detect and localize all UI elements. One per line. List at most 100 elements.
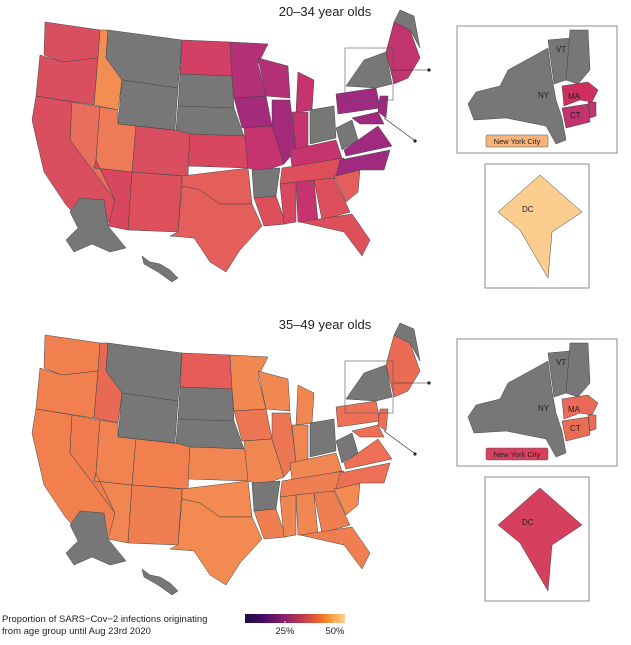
- dc-pointer-dot: [413, 452, 417, 456]
- nyc-label: New York City: [494, 450, 541, 459]
- dc-pointer: [383, 117, 415, 141]
- state-washington: [43, 21, 101, 63]
- panel-title: 20–34 year olds: [279, 4, 372, 19]
- state-virginia: [343, 125, 393, 157]
- state-north-carolina: [335, 462, 391, 490]
- state-georgia: [313, 490, 351, 534]
- inset-dc: [497, 174, 583, 279]
- state-maryland: [351, 424, 385, 438]
- northeast-inset: NY VT MA CT New York City: [456, 338, 618, 467]
- legend-tick-label: 25%: [275, 626, 295, 637]
- state-wyoming: [117, 79, 179, 131]
- state-florida: [299, 526, 371, 570]
- inset-label-ma: MA: [568, 405, 581, 414]
- state-kansas: [187, 133, 249, 169]
- northeast-zoom-box: [344, 47, 394, 101]
- us-map: [31, 9, 421, 283]
- dc-pointer: [383, 430, 415, 454]
- northeast-zoom-box: [344, 360, 394, 414]
- northeast-pointer-dot: [427, 68, 431, 72]
- state-ohio: [309, 418, 337, 458]
- state-alabama: [295, 492, 319, 536]
- state-new-york: [345, 364, 393, 402]
- state-mississippi: [279, 494, 297, 538]
- inset-label-vt: VT: [556, 45, 566, 54]
- inset-state-ny: [467, 360, 567, 458]
- state-maryland: [351, 111, 385, 125]
- state-new-york: [345, 51, 393, 89]
- inset-label-ma: MA: [568, 92, 581, 101]
- state-new-jersey: [377, 95, 389, 119]
- state-north-carolina: [335, 149, 391, 177]
- state-nebraska: [175, 418, 245, 450]
- state-maine: [393, 9, 421, 49]
- panel-35-49: 35–49 year olds: [31, 317, 618, 602]
- legend-title-line1: Proportion of SARS−Cov−2 infections orig…: [2, 614, 207, 625]
- state-michigan: [295, 71, 315, 113]
- panel-20-34: 20–34 year olds: [31, 4, 618, 289]
- state-colorado: [131, 438, 191, 490]
- inset-state-nh-me: [565, 342, 591, 398]
- nyc-label: New York City: [494, 137, 541, 146]
- state-louisiana: [253, 195, 287, 227]
- state-hawaii: [141, 255, 179, 283]
- state-south-dakota: [177, 386, 235, 422]
- nyc-badge: [485, 134, 549, 148]
- state-pennsylvania: [335, 87, 381, 115]
- state-hawaii: [141, 568, 179, 596]
- inset-state-nh-me: [565, 29, 591, 85]
- inset-state-ny: [467, 47, 567, 145]
- inset-label-dc: DC: [522, 518, 534, 527]
- state-alabama: [295, 179, 319, 223]
- legend-colorbar: [245, 614, 345, 623]
- state-pennsylvania: [335, 400, 381, 428]
- state-illinois: [271, 412, 297, 478]
- legend-ticks: 25% 50%: [275, 621, 345, 637]
- state-illinois: [271, 99, 297, 165]
- state-texas: [169, 498, 263, 586]
- state-missouri: [243, 125, 285, 173]
- dc-pointer-dot: [413, 139, 417, 143]
- us-map: [31, 322, 421, 596]
- inset-label-dc: DC: [522, 205, 534, 214]
- state-iowa: [233, 408, 273, 442]
- state-missouri: [243, 438, 285, 486]
- state-florida: [299, 213, 371, 257]
- legend-title-line2: from age group until Aug 23rd 2020: [2, 626, 151, 637]
- state-wisconsin: [257, 57, 291, 99]
- state-georgia: [313, 177, 351, 221]
- inset-label-vt: VT: [556, 358, 566, 367]
- state-washington: [43, 334, 101, 376]
- state-north-dakota: [179, 39, 233, 77]
- state-texas: [169, 185, 263, 273]
- state-mississippi: [279, 181, 297, 225]
- state-alaska: [65, 510, 127, 566]
- state-new-mexico: [127, 171, 183, 233]
- inset-label-ct: CT: [570, 424, 581, 433]
- legend: Proportion of SARS−Cov−2 infections orig…: [2, 614, 345, 637]
- state-north-dakota: [179, 352, 233, 390]
- inset-label-ny: NY: [538, 404, 550, 413]
- dc-inset: DC: [484, 163, 590, 289]
- inset-dc: [497, 487, 583, 592]
- state-wyoming: [117, 392, 179, 444]
- inset-state-ri: [587, 101, 597, 119]
- state-kentucky: [289, 452, 343, 482]
- state-arkansas: [251, 480, 281, 512]
- inset-state-ct: [561, 416, 591, 442]
- state-kentucky: [289, 139, 343, 169]
- panel-title: 35–49 year olds: [279, 317, 372, 332]
- state-wisconsin: [257, 370, 291, 412]
- dc-inset: DC: [484, 476, 590, 602]
- state-kansas: [187, 446, 249, 482]
- inset-label-ct: CT: [570, 111, 581, 120]
- state-new-mexico: [127, 484, 183, 546]
- legend-tick-label: 50%: [325, 626, 345, 637]
- state-nebraska: [175, 105, 245, 137]
- state-virginia: [343, 438, 393, 470]
- northeast-inset: NY VT MA CT New York City: [456, 25, 618, 154]
- state-south-dakota: [177, 73, 235, 109]
- inset-state-ri: [587, 414, 597, 432]
